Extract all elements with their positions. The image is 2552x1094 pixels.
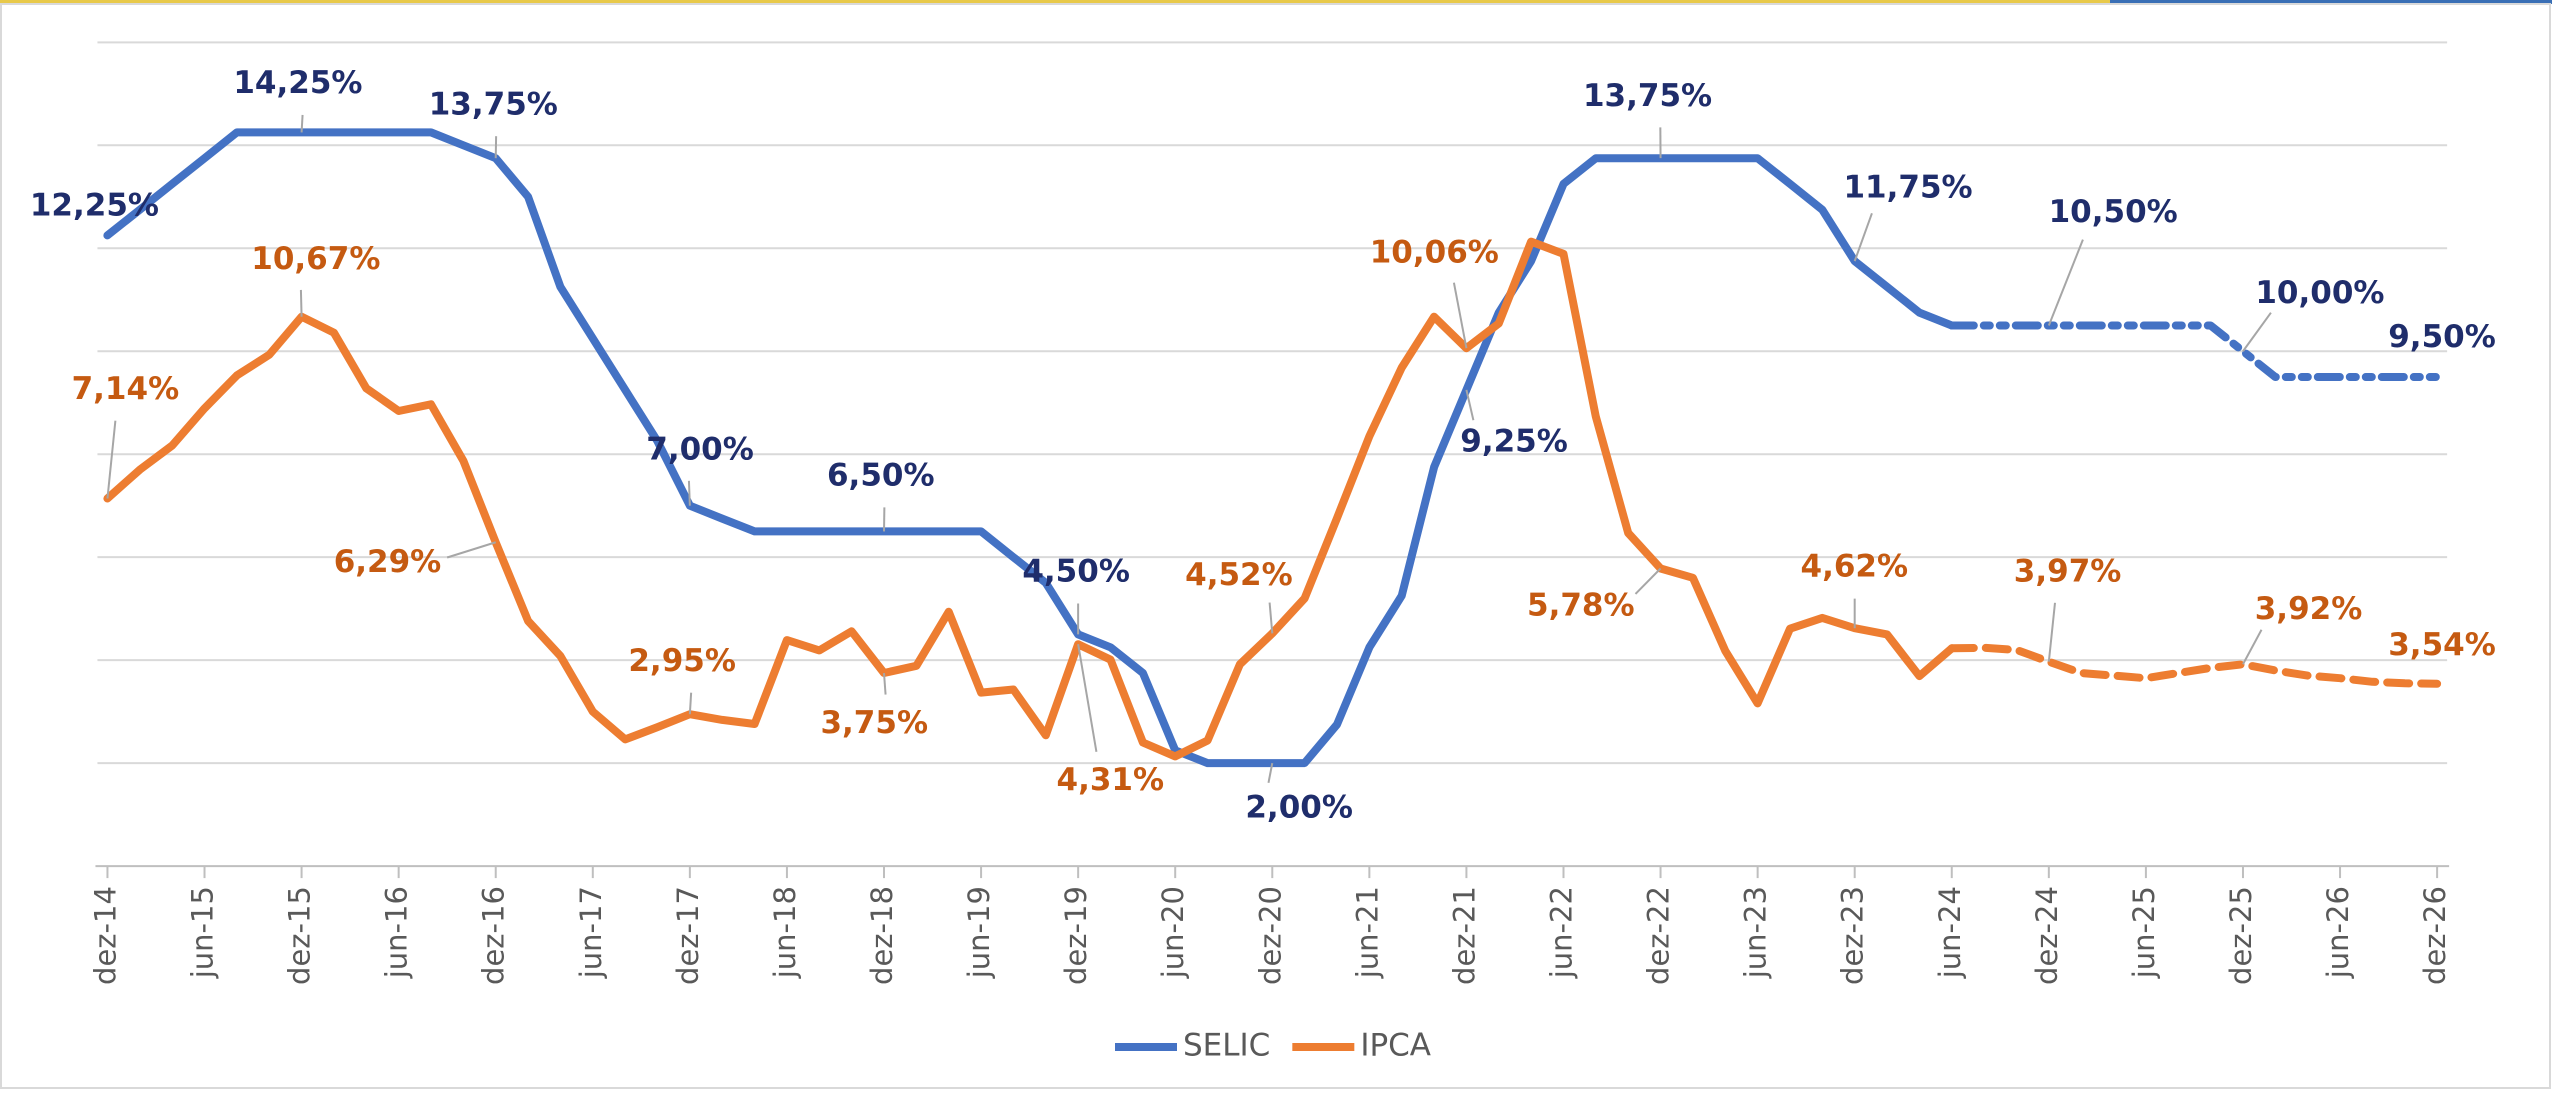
x-tick-label: jun-18 <box>768 886 802 979</box>
x-tick-label: dez-21 <box>1447 886 1481 985</box>
x-tick-label: jun-25 <box>2127 886 2161 979</box>
data-label: 3,92% <box>2255 591 2363 627</box>
data-label: 6,50% <box>827 458 935 494</box>
data-label: 4,52% <box>1185 557 1293 593</box>
x-tick-label: jun-23 <box>1739 886 1773 979</box>
leader-line <box>690 693 691 715</box>
data-label: 10,06% <box>1370 234 1499 270</box>
data-label: 4,50% <box>1022 554 1130 590</box>
data-label: 5,78% <box>1527 588 1635 624</box>
data-label: 2,95% <box>628 643 736 679</box>
data-label: 11,75% <box>1843 169 1972 205</box>
leader-line <box>301 290 302 317</box>
leader-line <box>302 115 303 132</box>
x-tick-label: jun-16 <box>380 886 414 979</box>
x-tick-label: dez-26 <box>2418 886 2452 985</box>
legend-label: SELIC <box>1183 1028 1270 1064</box>
x-tick-label: jun-26 <box>2321 886 2355 979</box>
data-label: 6,29% <box>334 544 442 580</box>
data-label: 7,00% <box>646 431 754 467</box>
x-tick-label: dez-22 <box>1642 886 1676 985</box>
legend-label: IPCA <box>1360 1028 1431 1064</box>
data-label: 10,00% <box>2255 275 2384 311</box>
data-label: 13,75% <box>1583 78 1712 114</box>
x-tick-label: jun-15 <box>186 886 220 979</box>
data-label: 9,50% <box>2388 319 2496 355</box>
x-tick-label: jun-20 <box>1156 886 1190 979</box>
data-label: 14,25% <box>233 65 362 101</box>
data-label: 12,25% <box>30 187 159 223</box>
x-tick-label: dez-14 <box>88 886 122 985</box>
x-tick-label: dez-18 <box>865 886 899 985</box>
x-tick-label: jun-21 <box>1350 886 1384 979</box>
x-tick-label: dez-16 <box>477 886 511 985</box>
data-label: 7,14% <box>72 371 180 407</box>
data-label: 9,25% <box>1460 423 1568 459</box>
data-label: 10,50% <box>2049 194 2178 230</box>
x-tick-label: jun-22 <box>1544 886 1578 979</box>
x-tick-label: jun-24 <box>1933 886 1967 979</box>
data-label: 4,31% <box>1057 762 1165 798</box>
x-tick-label: dez-25 <box>2224 886 2258 985</box>
x-tick-label: dez-15 <box>283 886 317 985</box>
x-tick-label: dez-19 <box>1059 886 1093 985</box>
data-label: 10,67% <box>251 241 380 277</box>
data-label: 3,97% <box>2014 554 2122 590</box>
x-tick-label: dez-17 <box>671 886 705 985</box>
x-tick-label: dez-24 <box>2030 886 2064 985</box>
data-label: 2,00% <box>1245 790 1353 826</box>
data-label: 13,75% <box>429 86 558 122</box>
x-tick-label: jun-17 <box>574 886 608 979</box>
leader-line <box>689 481 690 506</box>
x-tick-label: jun-19 <box>962 886 996 979</box>
data-label: 3,54% <box>2388 627 2496 663</box>
data-label: 3,75% <box>820 705 928 741</box>
x-tick-label: dez-20 <box>1253 886 1287 985</box>
x-tick-label: dez-23 <box>1836 886 1870 985</box>
data-label: 4,62% <box>1801 549 1909 585</box>
